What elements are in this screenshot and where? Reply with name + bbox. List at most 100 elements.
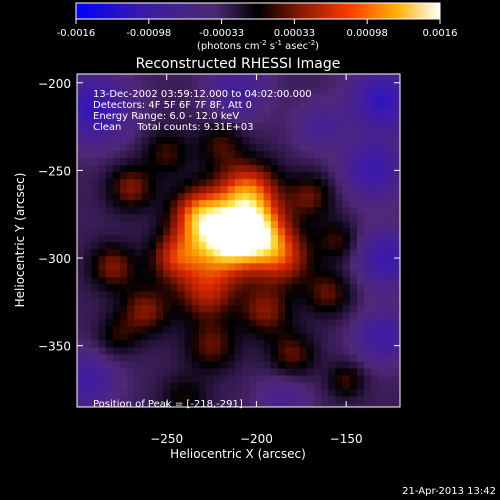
image-cell — [213, 277, 222, 285]
image-cell — [371, 263, 379, 271]
image-cell — [249, 102, 257, 110]
image-cell — [328, 95, 336, 103]
image-cell — [321, 249, 329, 257]
image-cell — [98, 396, 107, 404]
image-cell — [277, 200, 286, 208]
image-cell — [84, 249, 92, 257]
image-cell — [127, 151, 135, 159]
image-cell — [191, 277, 200, 285]
image-cell — [371, 200, 379, 208]
image-cell — [349, 81, 358, 89]
image-cell — [270, 228, 279, 236]
image-cell — [127, 277, 135, 285]
image-cell — [342, 123, 351, 131]
image-cell — [177, 298, 186, 306]
colorbar-tick-label: -0.00033 — [199, 28, 244, 39]
image-cell — [155, 333, 164, 341]
image-cell — [342, 347, 351, 355]
image-cell — [170, 186, 178, 194]
image-cell — [299, 277, 308, 285]
image-cell — [105, 270, 114, 278]
image-cell — [256, 144, 265, 152]
image-cell — [184, 277, 193, 285]
image-cell — [313, 235, 322, 243]
image-cell — [349, 235, 358, 243]
image-cell — [306, 81, 315, 89]
image-cell — [141, 403, 150, 407]
image-cell — [177, 361, 186, 369]
image-cell — [206, 389, 214, 397]
image-cell — [177, 235, 186, 243]
image-cell — [141, 354, 150, 362]
image-cell — [220, 396, 229, 404]
image-cell — [256, 291, 265, 299]
image-cell — [306, 368, 315, 376]
image-cell — [91, 81, 100, 89]
image-cell — [270, 123, 279, 131]
image-cell — [177, 340, 186, 348]
image-cell — [77, 158, 85, 166]
image-cell — [184, 291, 193, 299]
image-cell — [299, 207, 308, 215]
image-cell — [292, 165, 301, 173]
image-cell — [285, 74, 293, 82]
image-cell — [177, 382, 186, 390]
image-cell — [292, 81, 301, 89]
image-cell — [256, 312, 265, 320]
image-cell — [364, 389, 372, 397]
image-cell — [285, 354, 293, 362]
image-cell — [356, 130, 365, 138]
image-cell — [299, 403, 308, 407]
image-cell — [112, 249, 121, 257]
image-cell — [234, 158, 243, 166]
image-cell — [120, 382, 128, 390]
image-cell — [392, 403, 400, 407]
image-cell — [84, 116, 92, 124]
image-cell — [256, 116, 265, 124]
image-cell — [349, 284, 358, 292]
image-cell — [184, 214, 193, 222]
image-cell — [77, 312, 85, 320]
image-cell — [249, 179, 257, 187]
image-cell — [141, 193, 150, 201]
image-cell — [227, 123, 236, 131]
image-cell — [134, 347, 143, 355]
image-cell — [277, 186, 286, 194]
image-cell — [127, 95, 135, 103]
image-cell — [270, 151, 279, 159]
image-cell — [170, 333, 178, 341]
image-cell — [328, 193, 336, 201]
image-cell — [220, 382, 229, 390]
image-cell — [112, 319, 121, 327]
image-cell — [184, 172, 193, 180]
image-cell — [91, 312, 100, 320]
image-cell — [141, 396, 150, 404]
image-cell — [220, 158, 229, 166]
image-cell — [242, 291, 250, 299]
image-cell — [77, 319, 85, 327]
image-cell — [378, 95, 387, 103]
image-cell — [263, 361, 272, 369]
image-cell — [364, 361, 372, 369]
image-cell — [120, 116, 128, 124]
image-cell — [270, 207, 279, 215]
image-cell — [120, 312, 128, 320]
image-cell — [342, 270, 351, 278]
image-cell — [184, 123, 193, 131]
image-cell — [84, 347, 92, 355]
image-cell — [364, 249, 372, 257]
image-cell — [220, 165, 229, 173]
image-cell — [242, 396, 250, 404]
image-cell — [105, 347, 114, 355]
image-cell — [313, 389, 322, 397]
image-cell — [371, 151, 379, 159]
image-cell — [98, 263, 107, 271]
y-tick-label: −250 — [38, 164, 71, 178]
image-cell — [177, 102, 186, 110]
image-cell — [220, 116, 229, 124]
image-cell — [270, 214, 279, 222]
image-cell — [170, 109, 178, 117]
image-cell — [77, 144, 85, 152]
image-cell — [227, 165, 236, 173]
image-cell — [148, 389, 157, 397]
